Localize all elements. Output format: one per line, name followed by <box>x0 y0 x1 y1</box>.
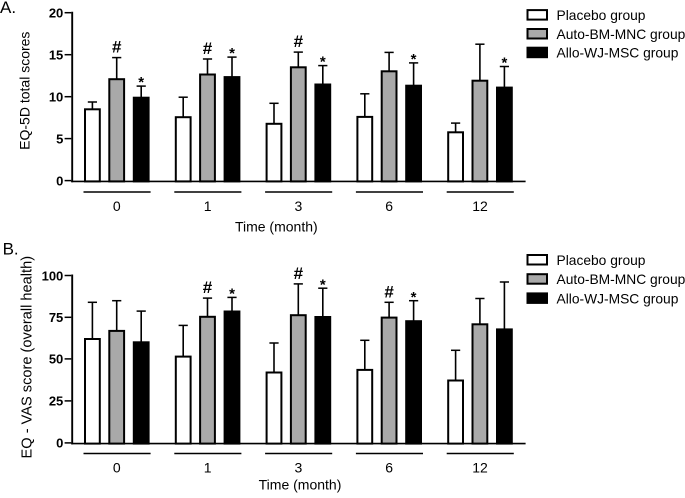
svg-text:#: # <box>384 282 394 301</box>
svg-text:Allo-WJ-MSC group: Allo-WJ-MSC group <box>557 46 679 61</box>
svg-text:5: 5 <box>56 131 63 146</box>
svg-text:Time (month): Time (month) <box>235 219 318 235</box>
svg-text:B.: B. <box>3 239 19 258</box>
svg-text:12: 12 <box>472 198 488 214</box>
svg-text:50: 50 <box>49 352 63 367</box>
svg-text:Auto-BM-MNC group: Auto-BM-MNC group <box>557 272 685 287</box>
svg-text:EQ - VAS score (overall health: EQ - VAS score (overall health) <box>19 256 35 459</box>
svg-text:#: # <box>112 38 122 57</box>
svg-text:100: 100 <box>42 268 64 283</box>
svg-text:10: 10 <box>49 90 63 105</box>
svg-text:#: # <box>294 32 304 51</box>
svg-text:20: 20 <box>49 6 63 21</box>
svg-text:*: * <box>411 51 417 68</box>
svg-text:A.: A. <box>0 0 16 17</box>
svg-text:3: 3 <box>295 198 303 214</box>
svg-text:0: 0 <box>113 459 121 475</box>
svg-text:*: * <box>501 55 507 72</box>
svg-text:*: * <box>229 45 235 62</box>
svg-text:*: * <box>138 74 144 91</box>
svg-text:Placebo group: Placebo group <box>557 8 646 23</box>
svg-text:Auto-BM-MNC group: Auto-BM-MNC group <box>557 27 685 42</box>
svg-text:75: 75 <box>49 310 63 325</box>
svg-text:1: 1 <box>204 198 212 214</box>
svg-text:*: * <box>229 286 235 303</box>
svg-text:#: # <box>203 278 213 297</box>
svg-text:EQ-5D total scores: EQ-5D total scores <box>17 32 33 150</box>
svg-text:#: # <box>294 264 304 283</box>
svg-text:6: 6 <box>385 459 393 475</box>
svg-text:1: 1 <box>204 459 212 475</box>
svg-text:*: * <box>320 54 326 71</box>
svg-text:15: 15 <box>49 48 63 63</box>
svg-text:12: 12 <box>472 459 488 475</box>
svg-text:0: 0 <box>56 173 63 188</box>
svg-text:6: 6 <box>385 198 393 214</box>
svg-text:25: 25 <box>49 394 63 409</box>
svg-text:Time (month): Time (month) <box>259 476 342 492</box>
svg-text:0: 0 <box>113 198 121 214</box>
svg-text:Allo-WJ-MSC group: Allo-WJ-MSC group <box>557 291 679 306</box>
svg-text:*: * <box>320 276 326 293</box>
svg-text:*: * <box>411 289 417 306</box>
svg-text:0: 0 <box>56 436 63 451</box>
svg-text:Placebo group: Placebo group <box>557 253 646 268</box>
svg-text:3: 3 <box>295 459 303 475</box>
svg-text:#: # <box>203 39 213 58</box>
